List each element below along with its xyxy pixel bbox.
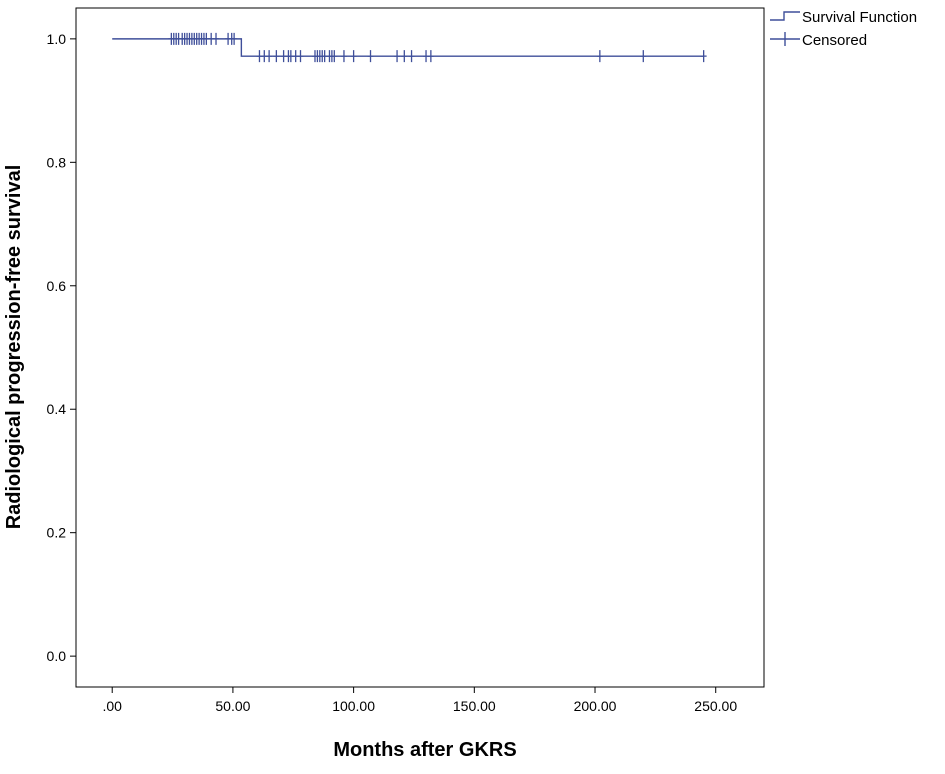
y-tick-label: 0.0 (47, 648, 67, 664)
y-tick-label: 0.4 (47, 401, 67, 417)
legend-censored-label: Censored (802, 32, 867, 49)
x-tick-label: 150.00 (453, 698, 496, 714)
y-tick-label: 1.0 (47, 31, 67, 47)
legend-censored-swatch (770, 32, 800, 46)
censor-mark (273, 50, 280, 63)
legend-survival-label: Survival Function (802, 9, 917, 26)
y-axis-title: Radiological progression-free survival (3, 165, 25, 530)
censor-mark (596, 50, 603, 63)
censor-mark (340, 50, 347, 63)
x-tick-label: 50.00 (215, 698, 250, 714)
y-tick-label: 0.8 (47, 154, 67, 170)
y-tick-label: 0.2 (47, 525, 67, 541)
censor-mark (427, 50, 434, 63)
censor-mark (367, 50, 374, 63)
censor-mark (394, 50, 401, 63)
censor-mark (700, 50, 707, 63)
legend-survival-swatch (770, 11, 800, 21)
plot-frame (75, 7, 765, 688)
legend: Survival Function Censored (770, 9, 917, 49)
censor-mark (350, 50, 357, 63)
censor-mark (297, 50, 304, 63)
x-tick-label: 100.00 (332, 698, 375, 714)
x-axis-title: Months after GKRS (333, 739, 516, 761)
censor-mark (213, 32, 220, 45)
censor-mark (408, 50, 415, 63)
x-tick-label: 250.00 (694, 698, 737, 714)
x-tick-label: .00 (102, 698, 122, 714)
censor-mark (331, 50, 338, 63)
y-axis-ticks: 0.0 0.2 0.4 0.6 0.8 1.0 (47, 31, 76, 664)
x-axis-ticks: .00 50.00 100.00 150.00 200.00 250.00 (102, 687, 737, 714)
y-tick-label: 0.6 (47, 278, 67, 294)
censor-mark (231, 32, 238, 45)
censor-mark (401, 50, 408, 63)
censored-marks (168, 32, 707, 63)
censor-mark (640, 50, 647, 63)
x-tick-label: 200.00 (574, 698, 617, 714)
censor-mark (266, 50, 273, 63)
